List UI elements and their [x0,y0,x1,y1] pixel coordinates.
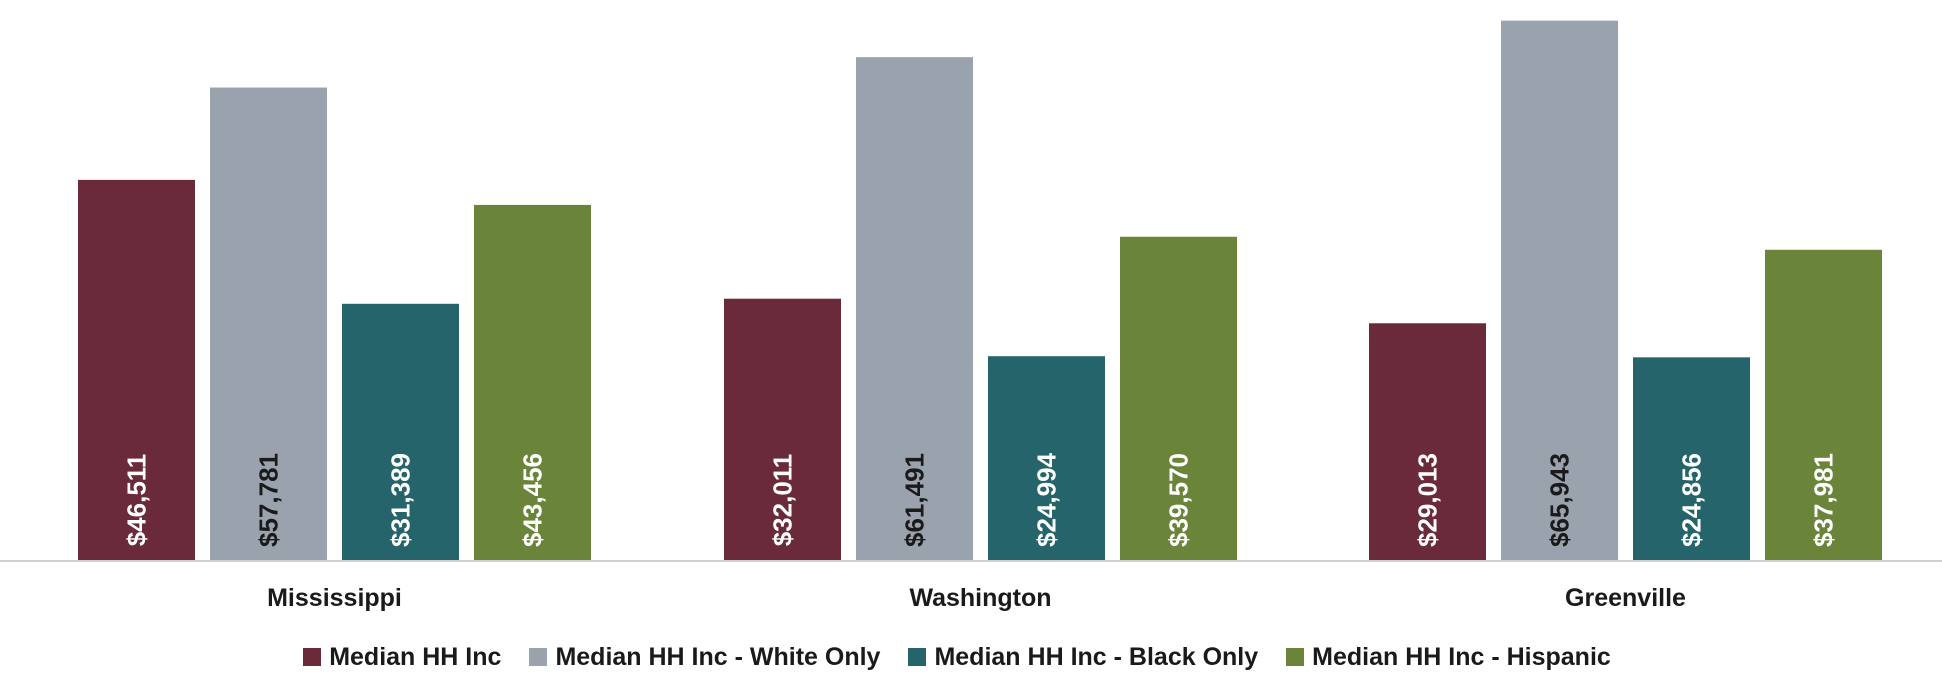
bar-0-2 [342,303,459,561]
category-label-2: Greenville [1565,584,1686,612]
category-labels-layer: Mississippi Washington Greenville [267,584,1686,612]
legend-swatch-3 [1286,648,1305,666]
legend-item-1: Median HH Inc - White Only [529,643,880,672]
data-label-1-2: $24,994 [1032,452,1062,547]
data-label-2-0: $29,013 [1413,453,1443,547]
legend-swatch-0 [303,648,322,666]
legend-swatch-1 [529,648,548,666]
bars-layer [78,20,1882,562]
bar-0-1 [210,87,327,561]
legend-item-0: Median HH Inc [303,643,501,672]
legend-swatch-2 [908,648,927,666]
bar-0-3 [474,204,591,562]
data-label-2-2: $24,856 [1677,453,1707,547]
data-label-2-1: $65,943 [1545,453,1575,547]
data-label-1-1: $61,491 [900,453,930,547]
bar-1-3 [1120,236,1237,561]
data-label-0-0: $46,511 [122,454,152,547]
legend-item-3: Median HH Inc - Hispanic [1286,643,1611,672]
data-label-0-2: $31,389 [386,453,416,547]
data-label-1-0: $32,011 [768,454,798,547]
bar-0-0 [78,179,195,561]
data-label-2-3: $37,981 [1809,453,1839,547]
category-label-0: Mississippi [267,584,402,612]
legend-label-2: Median HH Inc - Black Only [934,642,1259,671]
bar-2-2 [1633,357,1750,561]
bar-2-3 [1765,249,1882,562]
data-labels-layer: $46,511 $57,781 $31,389 $43,456 $32,011 $61,4… [122,452,1839,547]
legend-label-3: Median HH Inc - Hispanic [1312,642,1611,671]
bar-1-2 [988,356,1105,561]
data-label-0-1: $57,781 [254,453,284,547]
bar-1-1 [856,57,973,562]
bar-2-0 [1369,323,1486,561]
legend-label-1: Median HH Inc - White Only [555,642,881,671]
bar-1-0 [724,298,841,561]
data-label-1-3: $39,570 [1164,453,1194,547]
data-label-0-3: $43,456 [518,453,548,547]
legend-label-0: Median HH Inc [329,642,502,671]
category-label-1: Washington [909,584,1051,612]
legend-item-2: Median HH Inc - Black Only [908,643,1258,672]
bar-2-1 [1501,20,1618,562]
legend: Median HH Inc Median HH Inc - White Only M… [0,640,1942,674]
